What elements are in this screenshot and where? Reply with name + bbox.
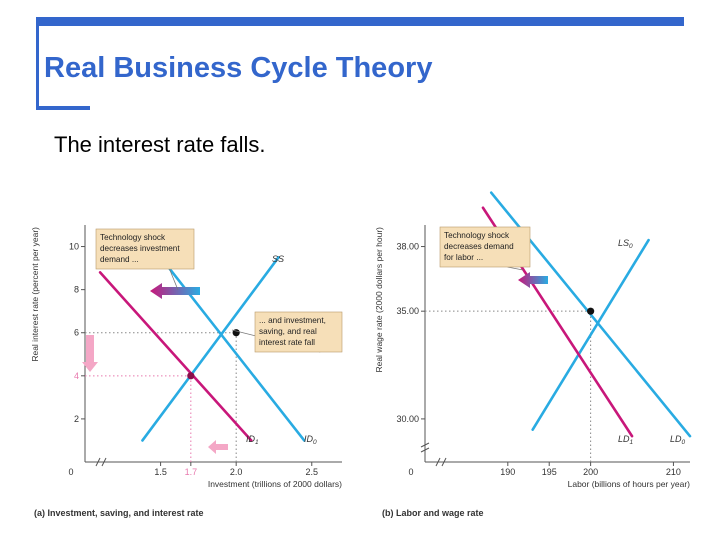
x-tick-label: 2.5 [306, 467, 319, 477]
y-tick-label: 30.00 [396, 414, 419, 424]
slide-title: Real Business Cycle Theory [44, 52, 433, 84]
y-tick-label: 6 [74, 328, 79, 338]
series-label-ss: SS [272, 254, 284, 264]
chart-caption: (a) Investment, saving, and interest rat… [34, 508, 204, 518]
series-label-id1: ID1 [246, 434, 259, 446]
callout-text: saving, and real [259, 327, 317, 336]
y-tick-label: 38.00 [396, 242, 419, 252]
x-tick-label: 1.5 [154, 467, 167, 477]
slide-subtitle: The interest rate falls. [54, 132, 266, 157]
y-axis-label: Real interest rate (percent per year) [30, 227, 40, 362]
callout-text: interest rate fall [259, 338, 315, 347]
x-axis-break [435, 457, 447, 467]
investment-fall-arrow [208, 440, 228, 454]
equilibrium-point [587, 307, 595, 315]
x-tick-label: 1.7 [185, 467, 198, 477]
origin-label: 0 [68, 467, 73, 477]
y-tick-label: 4 [74, 371, 79, 381]
x-tick-label: 200 [583, 467, 598, 477]
series-line-id1 [98, 271, 253, 442]
y-axis-label: Real wage rate (2000 dollars per hour) [374, 227, 384, 373]
y-tick-label: 10 [69, 242, 79, 252]
callout-text: Technology shock [444, 231, 510, 240]
series-line-ls0 [531, 238, 650, 431]
y-tick-label: 8 [74, 285, 79, 295]
series-label-id0: ID0 [304, 434, 317, 446]
callout-box [439, 226, 531, 268]
series-label-ld0: LD0 [670, 434, 686, 446]
series-line-ss [141, 256, 280, 442]
series-line-id0 [144, 236, 306, 442]
left-accent-bar [36, 26, 39, 110]
equilibrium-point [187, 372, 195, 380]
callout-text: Technology shock [100, 233, 166, 242]
interest-fall-arrow [82, 335, 98, 372]
x-tick-label: 190 [500, 467, 515, 477]
origin-label: 0 [408, 467, 413, 477]
x-axis-label: Investment (trillions of 2000 dollars) [208, 479, 342, 489]
shift-arrow [518, 272, 548, 288]
x-tick-label: 210 [666, 467, 681, 477]
callout-pointer [507, 266, 524, 271]
series-label-ls0: LS0 [618, 238, 633, 250]
x-tick-label: 195 [542, 467, 557, 477]
y-tick-label: 35.00 [396, 306, 419, 316]
callout-text: decreases investment [100, 244, 180, 253]
callout-box [254, 311, 343, 353]
x-tick-label: 2.0 [230, 467, 243, 477]
callout-text: for labor ... [444, 253, 483, 262]
chart-investment-saving: 1.5 1.7 2.0 2.5 2 4 6 8 10 0 Investment (trillions… [30, 225, 343, 518]
shift-arrow [150, 283, 200, 299]
bottom-accent-bar [36, 106, 90, 110]
callout-box [95, 228, 195, 270]
y-tick-label: 2 [74, 414, 79, 424]
x-axis-break [95, 457, 107, 467]
callout-text: demand ... [100, 255, 139, 264]
x-axis-label: Labor (billions of hours per year) [568, 479, 691, 489]
series-label-ld1: LD1 [618, 434, 634, 446]
top-accent-bar [36, 17, 684, 26]
chart-labor-wage: 190 195 200 210 30.00 35.00 38.00 0 Labor (billi… [374, 191, 692, 518]
callout-pointer [169, 268, 179, 291]
chart-caption: (b) Labor and wage rate [382, 508, 484, 518]
y-axis-break [420, 442, 430, 453]
callout-text: decreases demand [444, 242, 514, 251]
callout-text: ... and investment, [259, 316, 326, 325]
